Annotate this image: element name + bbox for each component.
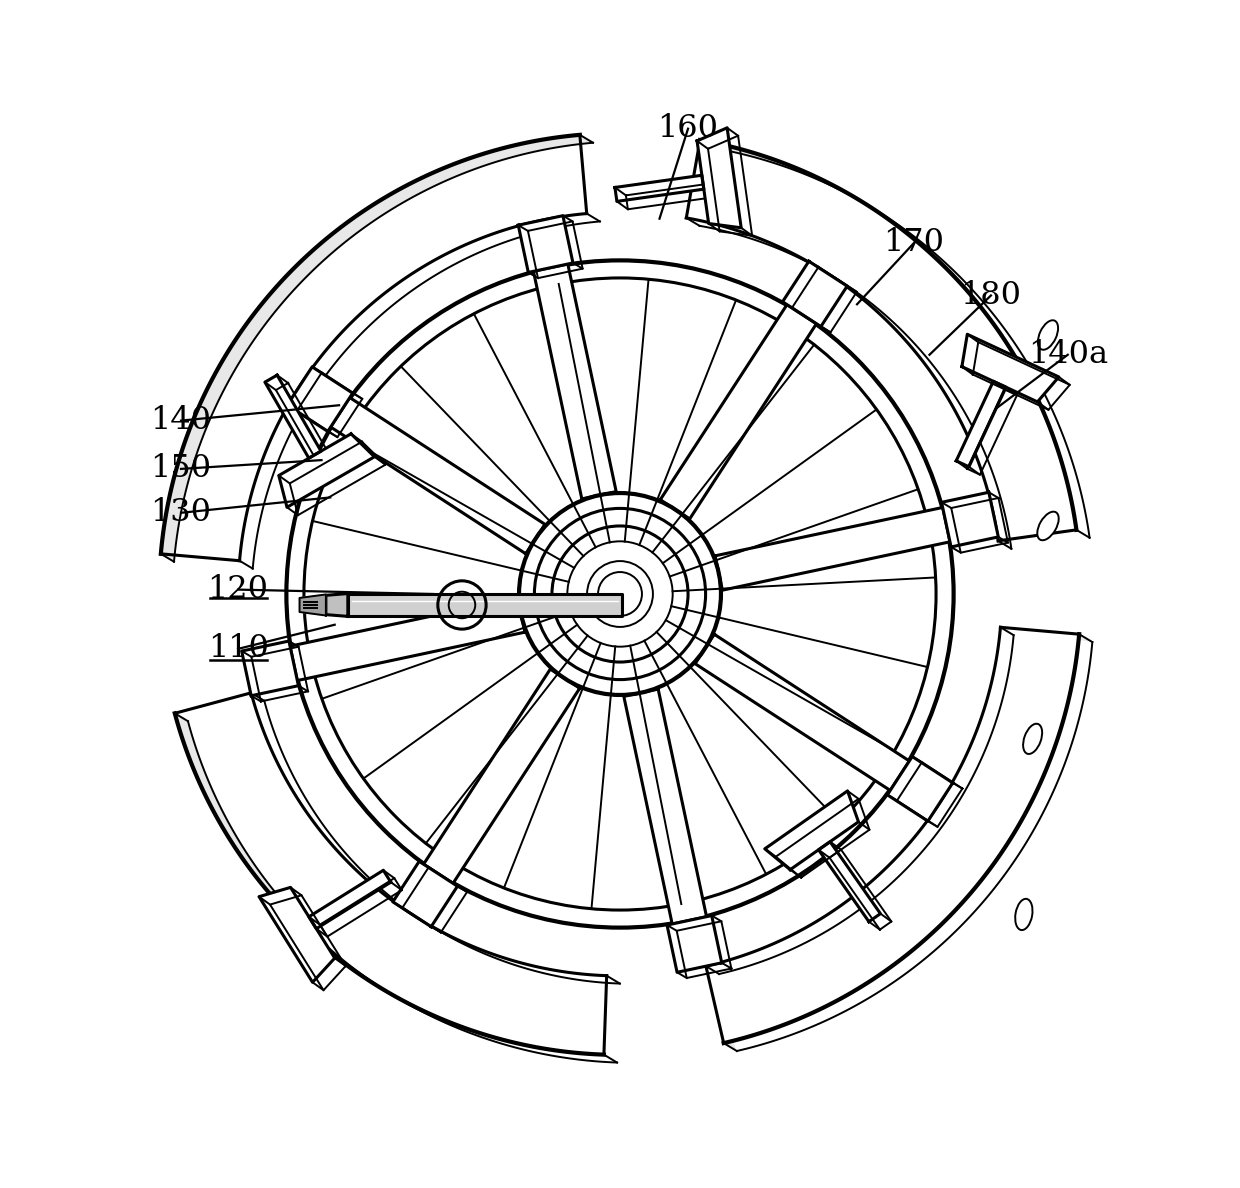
Polygon shape: [188, 701, 620, 1062]
Text: 180: 180: [961, 280, 1022, 311]
Polygon shape: [696, 634, 909, 790]
Polygon shape: [279, 434, 374, 507]
Polygon shape: [348, 594, 622, 617]
Ellipse shape: [1038, 321, 1058, 349]
Text: 170: 170: [884, 227, 945, 258]
Polygon shape: [424, 669, 580, 884]
Ellipse shape: [1038, 512, 1059, 541]
Polygon shape: [818, 842, 880, 922]
Polygon shape: [624, 689, 707, 924]
Polygon shape: [288, 367, 352, 431]
Polygon shape: [175, 713, 618, 1062]
Polygon shape: [161, 134, 593, 562]
Polygon shape: [715, 507, 950, 590]
Text: 140: 140: [150, 405, 212, 436]
Polygon shape: [660, 304, 816, 519]
Ellipse shape: [1016, 899, 1033, 930]
Polygon shape: [259, 887, 335, 982]
Text: 120: 120: [207, 574, 269, 605]
Polygon shape: [265, 375, 321, 459]
Polygon shape: [161, 134, 587, 561]
Polygon shape: [706, 627, 1079, 1043]
Polygon shape: [300, 594, 326, 615]
Polygon shape: [686, 140, 1076, 541]
Polygon shape: [699, 148, 1090, 549]
Polygon shape: [697, 128, 742, 228]
Polygon shape: [393, 861, 458, 927]
Polygon shape: [956, 381, 1006, 467]
Polygon shape: [962, 334, 1059, 402]
Polygon shape: [533, 264, 616, 499]
Polygon shape: [326, 594, 348, 617]
Polygon shape: [615, 176, 704, 202]
Polygon shape: [518, 216, 573, 272]
Text: 110: 110: [207, 633, 269, 664]
Polygon shape: [724, 634, 1092, 1051]
Text: 130: 130: [150, 498, 212, 529]
Polygon shape: [782, 261, 847, 327]
Polygon shape: [309, 871, 391, 929]
Polygon shape: [941, 492, 998, 546]
Polygon shape: [175, 693, 606, 1055]
Text: 160: 160: [657, 113, 718, 144]
Polygon shape: [290, 598, 525, 681]
Text: 150: 150: [150, 454, 212, 485]
Polygon shape: [242, 642, 299, 696]
Polygon shape: [667, 916, 722, 972]
Polygon shape: [701, 140, 1090, 538]
Polygon shape: [331, 398, 544, 554]
Text: 140a: 140a: [1028, 340, 1107, 371]
Polygon shape: [174, 143, 600, 569]
Polygon shape: [719, 636, 1092, 1051]
Ellipse shape: [1023, 723, 1042, 754]
Polygon shape: [888, 757, 952, 821]
Polygon shape: [765, 791, 858, 870]
